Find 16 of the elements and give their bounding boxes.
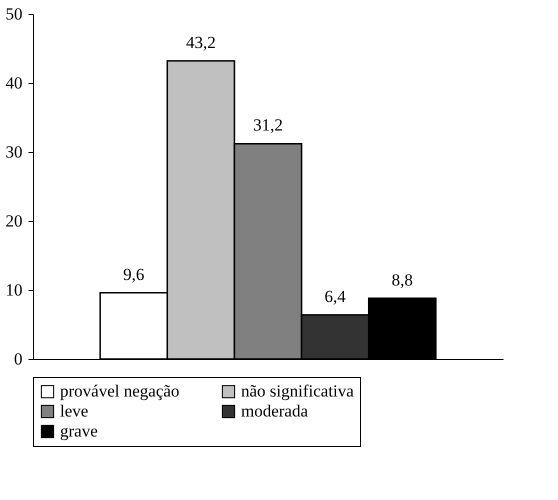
data-label: 8,8 [392,270,413,290]
y-tick-label: 0 [14,350,22,368]
y-tick-label: 50 [6,4,22,24]
data-label: 43,2 [186,32,216,52]
y-tick-label: 30 [6,142,22,162]
legend-label: provável negação [60,382,180,401]
legend-label: não significativa [241,382,354,401]
legend-label: leve [60,402,88,420]
data-label: 31,2 [253,116,283,135]
y-tick-label: 20 [6,212,22,230]
data-label: 6,4 [324,286,346,306]
y-tick-label: 10 [6,280,22,300]
y-tick-label: 40 [6,74,22,92]
legend-label: grave [60,422,98,440]
data-label: 9,6 [123,264,144,284]
legend-label: moderada [241,402,308,420]
